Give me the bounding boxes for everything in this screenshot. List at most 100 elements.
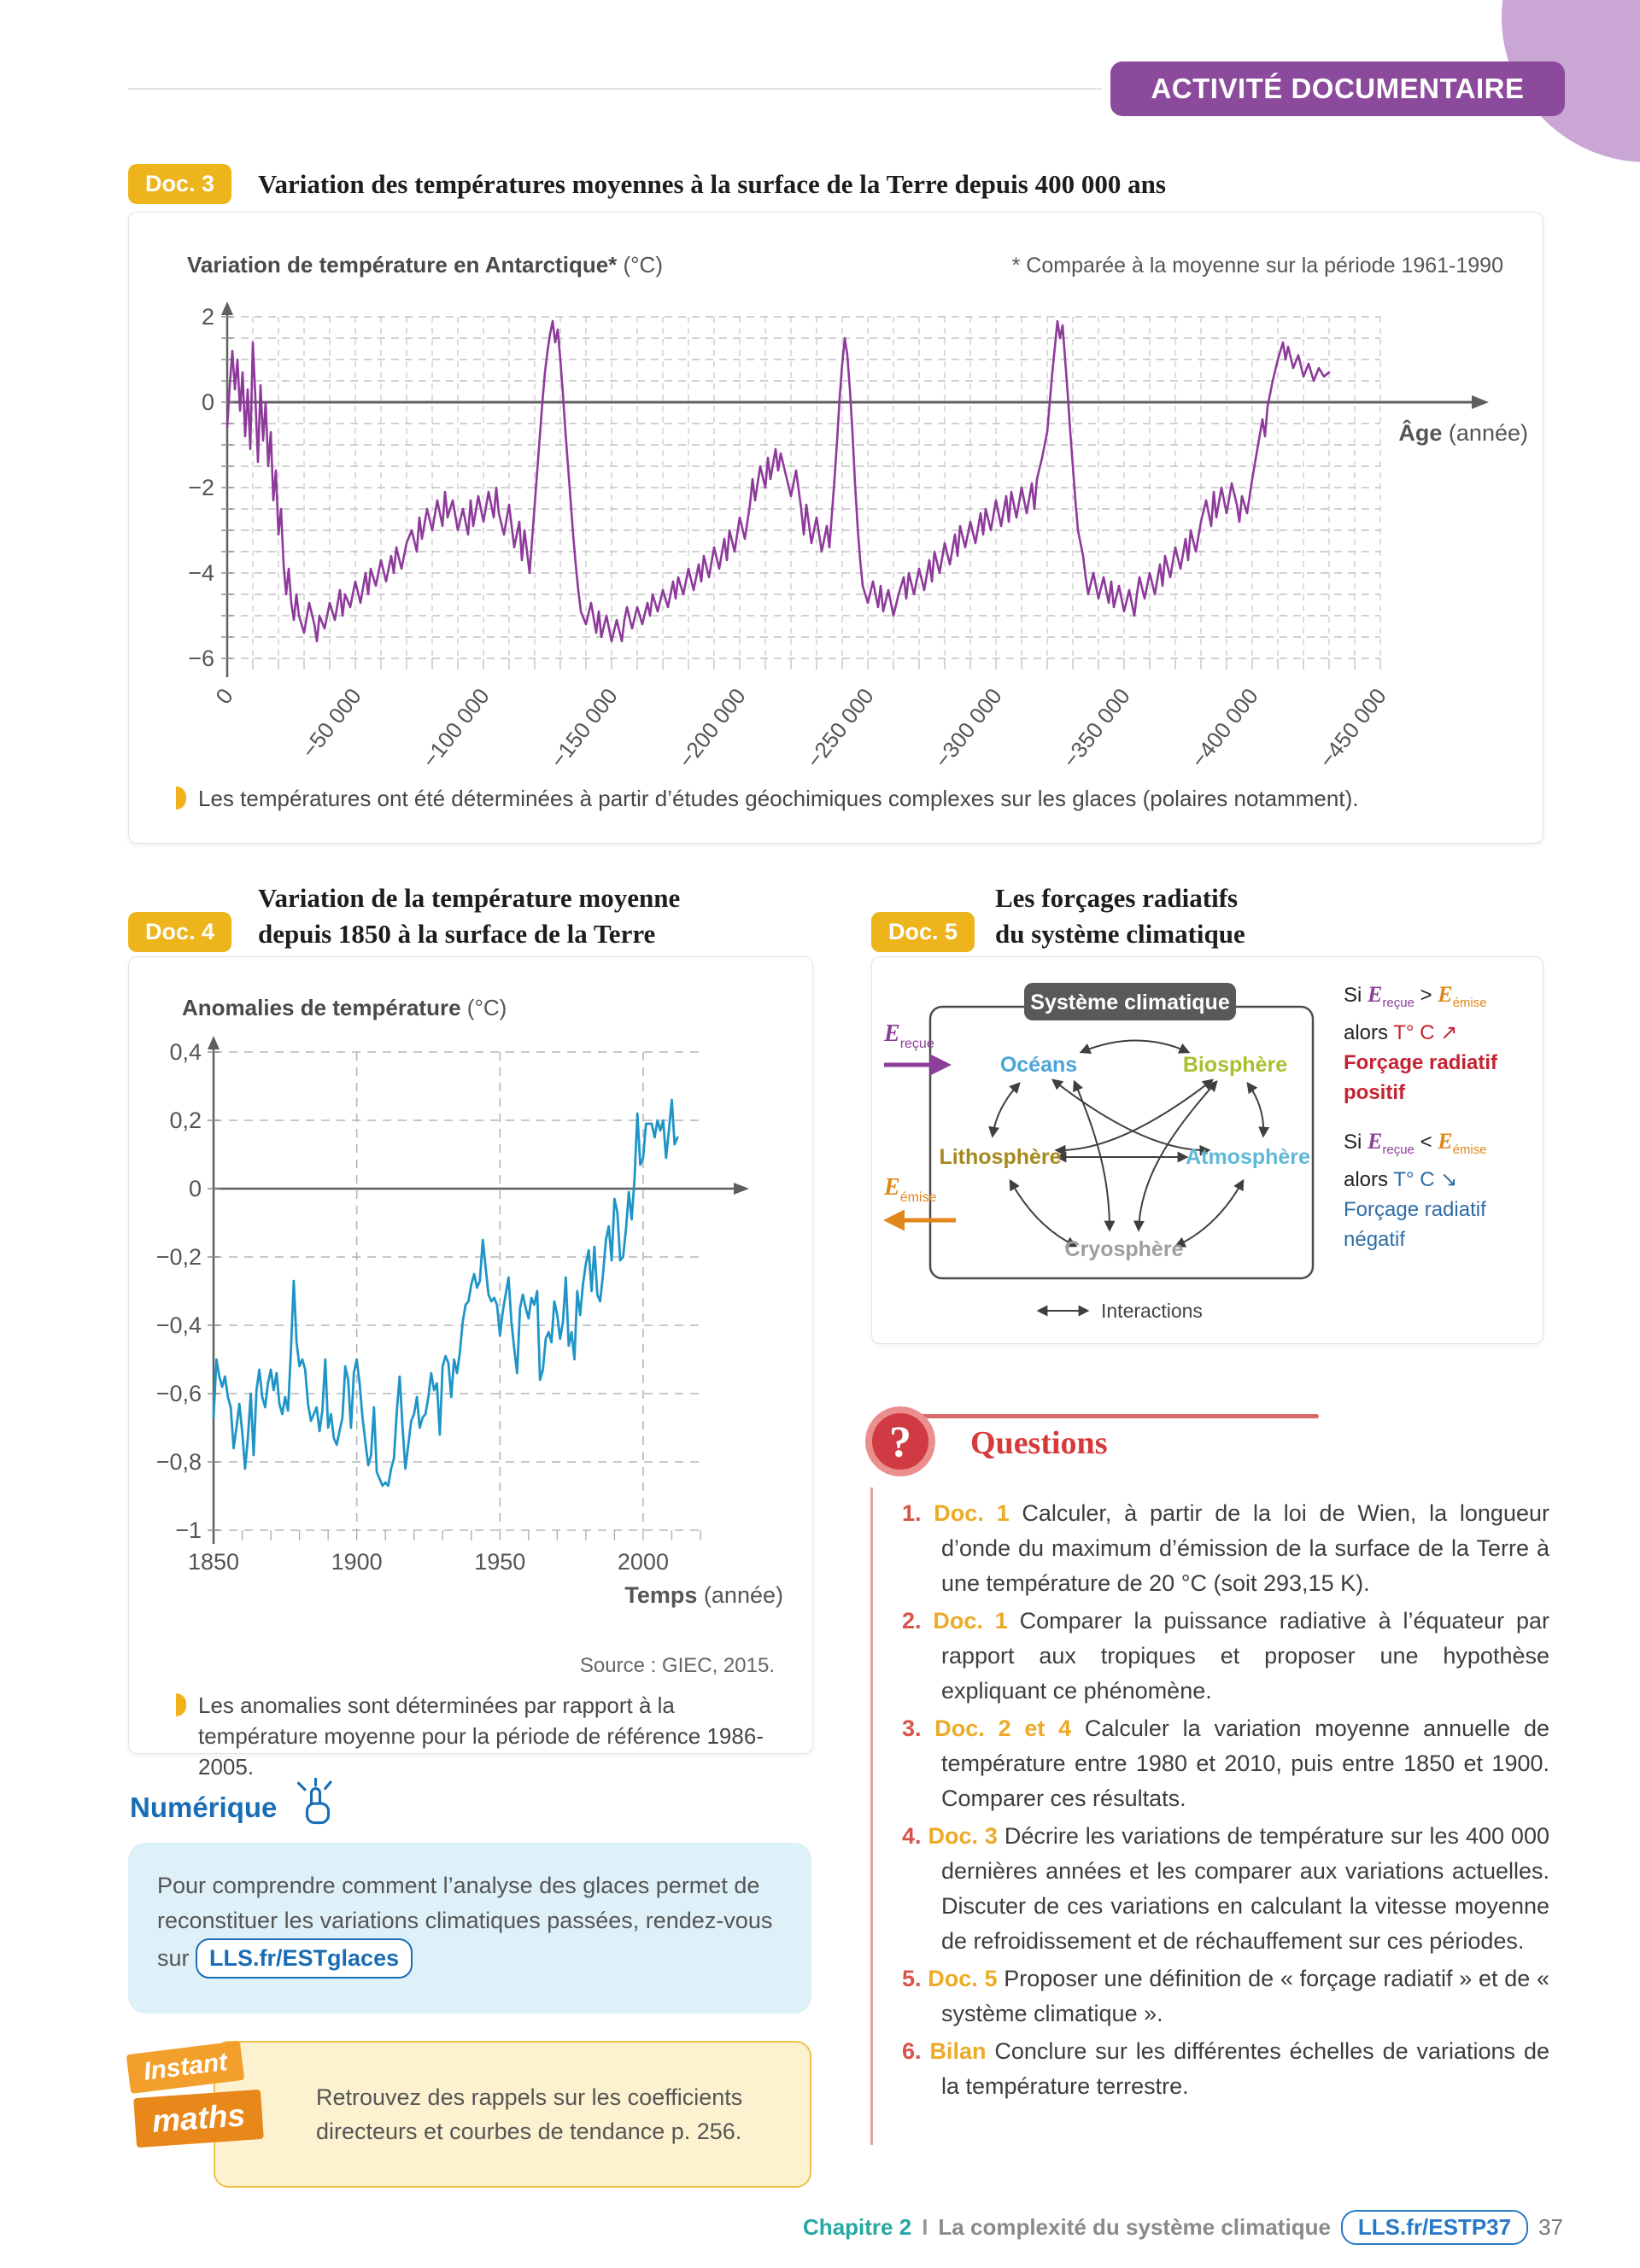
- footer-link[interactable]: LLS.fr/ESTP37: [1340, 2210, 1529, 2245]
- forcing-pos-line1: Forçage radiatif: [1344, 1050, 1498, 1074]
- svg-text:2: 2: [202, 304, 214, 330]
- svg-text:−150 000: −150 000: [545, 683, 623, 772]
- question-text: Proposer une définition de « forçage rad…: [941, 1966, 1549, 2026]
- svg-text:−400 000: −400 000: [1186, 683, 1263, 772]
- svg-text:−2: −2: [188, 475, 214, 500]
- doc5-title-line1: Les forçages radiatifs: [995, 883, 1239, 913]
- temp-label: T° C: [1393, 1020, 1435, 1044]
- numerique-box: Pour comprendre comment l’analyse des gl…: [128, 1843, 811, 2014]
- system-label: Système climatique: [1030, 991, 1230, 1014]
- questions-title: Questions: [970, 1425, 1108, 1461]
- question-number: 1.: [902, 1500, 922, 1526]
- instant-maths-text: Retrouvez des rappels sur les coefficien…: [316, 2084, 743, 2144]
- svg-text:Âge (année): Âge (année): [1398, 419, 1528, 446]
- lt-sign: <: [1420, 1130, 1432, 1154]
- doc5-card: Système climatique Océans Biosphère Lith…: [871, 956, 1543, 1344]
- sub-emise: émise: [1452, 995, 1487, 1010]
- chart2-title: Anomalies de température (°C): [182, 995, 507, 1021]
- chart2-caption-text: Les anomalies sont déterminées par rappo…: [198, 1692, 764, 1780]
- chart1-title-unit: (°C): [617, 252, 664, 278]
- up-arrow-icon: ↗: [1440, 1020, 1458, 1044]
- forcing-pos-line2: positif: [1344, 1080, 1405, 1104]
- chart1-note: * Comparée à la moyenne sur la période 1…: [1011, 254, 1503, 278]
- question-text: Calculer, à partir de la loi de Wien, la…: [941, 1500, 1549, 1596]
- question-mark-glyph: ?: [889, 1418, 911, 1467]
- system-label-pill: [1024, 983, 1236, 1020]
- svg-text:0: 0: [189, 1176, 202, 1201]
- e-recue-symbol: E: [883, 1020, 900, 1047]
- question-item: 1. Doc. 1 Calculer, à partir de la loi d…: [902, 1496, 1549, 1601]
- doc4-tag: Doc. 4: [128, 912, 232, 952]
- doc5-title-line2: du système climatique: [995, 919, 1245, 949]
- page-number: 37: [1538, 2214, 1563, 2240]
- question-text: Décrire les variations de température su…: [941, 1823, 1549, 1954]
- lithosphere-node: Lithosphère: [939, 1145, 1061, 1169]
- atmosphere-node: Atmosphère: [1186, 1145, 1310, 1169]
- svg-text:−6: −6: [188, 646, 214, 671]
- question-number: 4.: [902, 1823, 922, 1849]
- svg-text:1850: 1850: [188, 1549, 239, 1575]
- question-item: 5. Doc. 5 Proposer une définition de « f…: [902, 1961, 1549, 2031]
- caption-marker-icon: [176, 786, 186, 810]
- svg-text:1950: 1950: [474, 1549, 525, 1575]
- numerique-link[interactable]: LLS.fr/ESTglaces: [196, 1938, 413, 1979]
- svg-text:0: 0: [210, 683, 238, 709]
- question-number: 5.: [902, 1966, 922, 1991]
- e-symbol: E: [1368, 982, 1383, 1007]
- numerique-text: Pour comprendre comment l’analyse des gl…: [157, 1873, 773, 1971]
- click-hand-icon: [296, 1778, 332, 1825]
- question-text: Conclure sur les différentes échelles de…: [941, 2038, 1549, 2099]
- instant-maths-box: Retrouvez des rappels sur les coefficien…: [214, 2041, 811, 2188]
- question-item: 4. Doc. 3 Décrire les variations de temp…: [902, 1819, 1549, 1959]
- doc4-title-line1: Variation de la température moyenne: [258, 883, 681, 913]
- svg-text:−1: −1: [175, 1517, 202, 1543]
- svg-text:0,2: 0,2: [169, 1108, 202, 1133]
- svg-text:Temps (année): Temps (année): [624, 1582, 783, 1608]
- e-recue-sub: reçue: [900, 1037, 934, 1051]
- forcing-positive: Si Ereçue > Eémise alors T° C ↗ Forçage …: [1344, 979, 1536, 1108]
- chart2-source: Source : GIEC, 2015.: [579, 1654, 775, 1677]
- chart2-caption: Les anomalies sont déterminées par rappo…: [176, 1690, 774, 1782]
- question-number: 3.: [902, 1716, 922, 1741]
- svg-text:−300 000: −300 000: [929, 683, 1007, 772]
- question-item: 3. Doc. 2 et 4 Calculer la variation moy…: [902, 1711, 1549, 1816]
- e-emise-symbol: E: [883, 1174, 900, 1201]
- top-rule: [128, 88, 1102, 90]
- svg-text:−350 000: −350 000: [1057, 683, 1135, 772]
- sub-recue: reçue: [1382, 995, 1414, 1010]
- chart1-caption-text: Les températures ont été déterminées à p…: [198, 786, 1359, 811]
- doc4-title-line2: depuis 1850 à la surface de la Terre: [258, 919, 656, 949]
- maths-tag: maths: [133, 2089, 264, 2148]
- si-label: Si: [1344, 1130, 1362, 1154]
- chart1-title: Variation de température en Antarctique*…: [187, 252, 663, 278]
- doc3-card: Variation de température en Antarctique*…: [128, 212, 1543, 844]
- chart1-title-text: Variation de température en Antarctique*: [187, 252, 618, 278]
- temp-label: T° C: [1393, 1167, 1435, 1191]
- e-symbol: E: [1438, 1128, 1453, 1154]
- cryosphere-node: Cryosphère: [1065, 1237, 1184, 1261]
- chart2-title-unit: (°C): [460, 995, 507, 1020]
- svg-text:−50 000: −50 000: [296, 683, 366, 763]
- forcing-neg-line2: négatif: [1344, 1227, 1406, 1251]
- svg-text:0,4: 0,4: [169, 1039, 202, 1065]
- question-doc-ref: Doc. 1: [933, 1608, 1008, 1634]
- question-item: 2. Doc. 1 Comparer la puissance radiativ…: [902, 1604, 1549, 1709]
- e-symbol: E: [1368, 1128, 1383, 1154]
- questions-list: 1. Doc. 1 Calculer, à partir de la loi d…: [902, 1496, 1549, 2107]
- chart2-title-text: Anomalies de température: [182, 995, 461, 1020]
- e-symbol: E: [1438, 982, 1453, 1007]
- question-doc-ref: Doc. 5: [928, 1966, 998, 1991]
- svg-text:−0,6: −0,6: [156, 1381, 202, 1406]
- page-footer: Chapitre 2 I La complexité du système cl…: [769, 2210, 1563, 2245]
- questions-side-rule: [870, 1488, 873, 2145]
- svg-text:−0,2: −0,2: [156, 1244, 202, 1270]
- doc3-title: Variation des températures moyennes à la…: [258, 169, 1166, 199]
- question-doc-ref: Doc. 2 et 4: [934, 1716, 1072, 1741]
- e-emise-label: Eémise: [883, 1174, 936, 1205]
- question-text: Calculer la variation moyenne annuelle d…: [941, 1716, 1549, 1811]
- doc4-card: Anomalies de température (°C) 0,4 0,2 0 −0,…: [128, 956, 813, 1780]
- svg-text:−450 000: −450 000: [1314, 683, 1391, 772]
- numerique-title: Numérique: [130, 1792, 278, 1823]
- alors-label: alors: [1344, 1020, 1389, 1044]
